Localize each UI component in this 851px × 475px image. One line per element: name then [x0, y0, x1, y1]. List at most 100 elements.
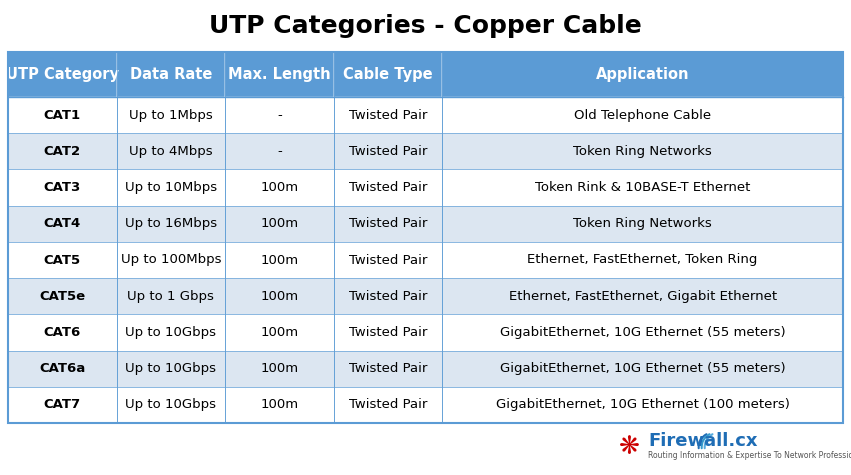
Text: Twisted Pair: Twisted Pair — [349, 254, 427, 266]
Text: Up to 10Gbps: Up to 10Gbps — [125, 362, 216, 375]
Bar — [226, 97, 334, 133]
Text: Ethernet, FastEthernet, Gigabit Ethernet: Ethernet, FastEthernet, Gigabit Ethernet — [509, 290, 777, 303]
Bar — [8, 314, 117, 351]
Text: CAT7: CAT7 — [43, 399, 81, 411]
Text: GigabitEthernet, 10G Ethernet (55 meters): GigabitEthernet, 10G Ethernet (55 meters… — [500, 326, 785, 339]
Text: CAT6: CAT6 — [43, 326, 81, 339]
Text: Token Ring Networks: Token Ring Networks — [574, 145, 712, 158]
Text: Routing Information & Expertise To Network Professionals: Routing Information & Expertise To Netwo… — [648, 452, 851, 460]
Bar — [443, 278, 843, 314]
Bar — [8, 170, 117, 206]
Bar — [443, 133, 843, 170]
Bar — [117, 52, 226, 97]
Text: CAT5: CAT5 — [43, 254, 81, 266]
Bar — [117, 278, 226, 314]
Text: ❋: ❋ — [620, 435, 641, 459]
Bar — [443, 242, 843, 278]
Bar — [443, 387, 843, 423]
Bar — [117, 170, 226, 206]
Bar — [334, 387, 443, 423]
Text: Max. Length: Max. Length — [228, 67, 331, 82]
Text: Up to 4Mbps: Up to 4Mbps — [129, 145, 213, 158]
Text: Twisted Pair: Twisted Pair — [349, 362, 427, 375]
Text: 100m: 100m — [260, 399, 299, 411]
Text: Twisted Pair: Twisted Pair — [349, 217, 427, 230]
Text: Up to 1Mbps: Up to 1Mbps — [129, 109, 213, 122]
Bar — [443, 97, 843, 133]
Bar — [334, 314, 443, 351]
Text: Up to 100Mbps: Up to 100Mbps — [121, 254, 221, 266]
Bar — [334, 242, 443, 278]
Bar — [117, 206, 226, 242]
Bar — [117, 351, 226, 387]
Bar — [334, 206, 443, 242]
Text: Up to 10Mbps: Up to 10Mbps — [125, 181, 217, 194]
Bar — [443, 170, 843, 206]
Bar — [8, 351, 117, 387]
Bar — [117, 97, 226, 133]
Text: Data Rate: Data Rate — [129, 67, 212, 82]
Text: Token Ring Networks: Token Ring Networks — [574, 217, 712, 230]
Text: 100m: 100m — [260, 326, 299, 339]
Bar — [8, 387, 117, 423]
Bar — [334, 97, 443, 133]
Bar — [117, 387, 226, 423]
Text: Up to 10Gbps: Up to 10Gbps — [125, 326, 216, 339]
Text: GigabitEthernet, 10G Ethernet (55 meters): GigabitEthernet, 10G Ethernet (55 meters… — [500, 362, 785, 375]
Bar — [226, 387, 334, 423]
Text: Ethernet, FastEthernet, Token Ring: Ethernet, FastEthernet, Token Ring — [528, 254, 757, 266]
Text: Up to 16Mbps: Up to 16Mbps — [125, 217, 217, 230]
Bar — [334, 351, 443, 387]
Text: Twisted Pair: Twisted Pair — [349, 181, 427, 194]
Bar — [334, 52, 443, 97]
Text: Application: Application — [596, 67, 689, 82]
Bar — [8, 133, 117, 170]
Bar — [226, 351, 334, 387]
Text: CAT2: CAT2 — [43, 145, 81, 158]
Text: CAT4: CAT4 — [43, 217, 81, 230]
Bar — [226, 170, 334, 206]
Text: GigabitEthernet, 10G Ethernet (100 meters): GigabitEthernet, 10G Ethernet (100 meter… — [495, 399, 790, 411]
Text: 100m: 100m — [260, 254, 299, 266]
Bar — [8, 52, 843, 423]
Text: Up to 10Gbps: Up to 10Gbps — [125, 399, 216, 411]
Text: Twisted Pair: Twisted Pair — [349, 290, 427, 303]
Text: 100m: 100m — [260, 217, 299, 230]
Text: -: - — [277, 145, 282, 158]
Text: 100m: 100m — [260, 181, 299, 194]
Bar — [443, 314, 843, 351]
Bar — [443, 52, 843, 97]
Bar — [8, 97, 117, 133]
Text: 100m: 100m — [260, 290, 299, 303]
Bar — [226, 278, 334, 314]
Bar — [8, 278, 117, 314]
Text: UTP Category: UTP Category — [6, 67, 119, 82]
Bar — [226, 133, 334, 170]
Bar — [117, 133, 226, 170]
Text: Cable Type: Cable Type — [343, 67, 433, 82]
Text: Firewall.cx: Firewall.cx — [648, 432, 757, 450]
Text: 100m: 100m — [260, 362, 299, 375]
Text: Twisted Pair: Twisted Pair — [349, 399, 427, 411]
Bar — [334, 278, 443, 314]
Text: Old Telephone Cable: Old Telephone Cable — [574, 109, 711, 122]
Text: Twisted Pair: Twisted Pair — [349, 326, 427, 339]
Text: -: - — [277, 109, 282, 122]
Text: Up to 1 Gbps: Up to 1 Gbps — [128, 290, 214, 303]
Text: Token Rink & 10BASE-T Ethernet: Token Rink & 10BASE-T Ethernet — [535, 181, 751, 194]
Bar — [226, 314, 334, 351]
Text: CAT3: CAT3 — [43, 181, 81, 194]
Bar — [226, 242, 334, 278]
Text: CAT5e: CAT5e — [39, 290, 85, 303]
Bar — [8, 52, 117, 97]
Text: Twisted Pair: Twisted Pair — [349, 109, 427, 122]
Text: CAT6a: CAT6a — [39, 362, 85, 375]
Bar — [8, 242, 117, 278]
Bar — [117, 242, 226, 278]
Bar — [443, 351, 843, 387]
Bar — [226, 206, 334, 242]
Bar — [8, 206, 117, 242]
Bar — [117, 314, 226, 351]
Text: CAT1: CAT1 — [43, 109, 81, 122]
Bar — [443, 206, 843, 242]
